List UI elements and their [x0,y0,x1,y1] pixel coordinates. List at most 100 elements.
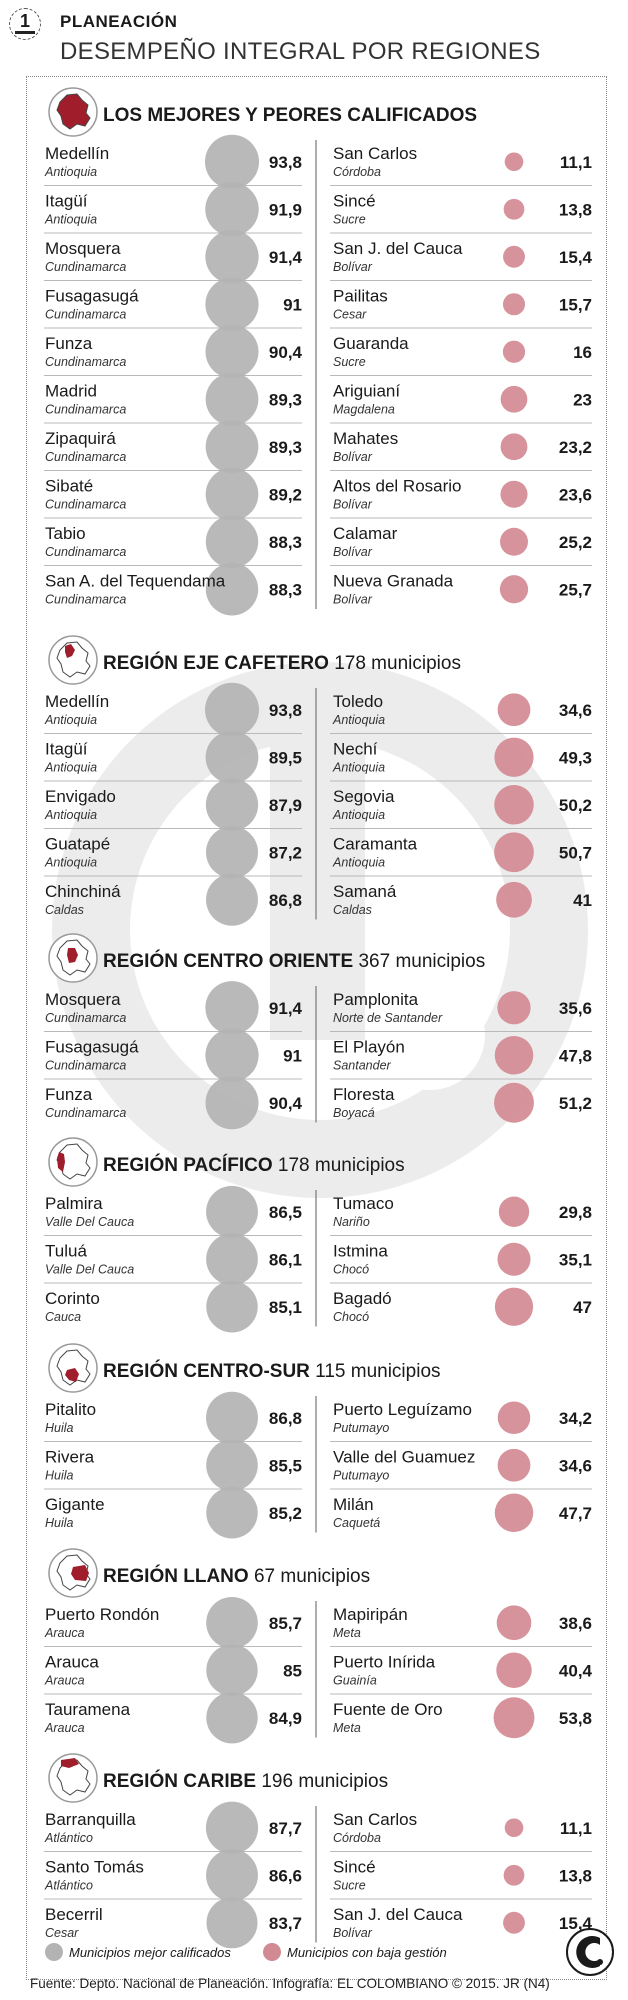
header: 1 PLANEACIÓN DESEMPEÑO INTEGRAL POR REGI… [0,0,628,72]
best-value-label: 91,4 [269,999,303,1018]
municipality-name: Itagüí [45,192,88,211]
worst-value-label: 13,8 [559,201,592,220]
legend-label-worst: Municipios con baja gestión [287,1945,447,1960]
worst-bubble [496,1652,532,1688]
worst-bubble [494,737,534,777]
worst-value-label: 11,1 [560,1819,592,1838]
section-title-text: REGIÓN CENTRO ORIENTE [103,950,353,972]
worst-value-label: 23,6 [559,486,592,505]
worst-bubble [500,527,528,556]
department-name: Caquetá [333,1516,380,1530]
legend-label-best: Municipios mejor calificados [69,1945,231,1960]
worst-value-label: 13,8 [559,1867,592,1886]
best-value-label: 93,8 [269,701,302,720]
best-bubble [205,420,259,474]
municipality-name: Puerto Leguízamo [333,1400,472,1419]
department-name: Atlántico [44,1831,93,1845]
legend-swatch-worst [263,1943,281,1961]
municipality-name: Guaranda [333,334,409,353]
worst-value-label: 15,4 [559,248,593,267]
department-name: Córdoba [333,165,381,179]
best-value-label: 89,3 [269,391,302,410]
municipality-name: Calamar [333,524,398,543]
worst-value-label: 25,2 [559,533,592,552]
worst-bubble [502,293,526,316]
best-bubble [206,1233,258,1286]
worst-bubble [494,1082,534,1123]
section-title-text: REGIÓN PACÍFICO [103,1154,273,1176]
worst-bubble [504,1818,524,1838]
municipality-name: Gigante [45,1495,105,1514]
section-title-text: REGIÓN CARIBE [103,1770,256,1792]
best-value-label: 85,1 [269,1298,302,1317]
section-title: REGIÓN LLANO 67 municipios [103,1565,370,1587]
municipality-name: Floresta [333,1085,395,1104]
best-value-label: 90,4 [269,1094,303,1113]
section-title: LOS MEJORES Y PEORES CALIFICADOS [103,105,477,126]
municipality-name: Tabio [45,524,86,543]
best-bubble [206,873,258,926]
municipality-name: Puerto Rondón [45,1605,159,1624]
department-name: Antioquia [332,713,385,727]
worst-bubble [499,575,529,604]
worst-bubble [493,1697,535,1739]
worst-bubble [500,480,528,508]
department-name: Bolívar [333,260,373,274]
best-value-label: 85,5 [269,1457,302,1476]
department-name: Arauca [44,1626,85,1640]
region-highlight-icon [67,948,78,963]
best-value-label: 85 [283,1662,302,1681]
best-value-label: 91 [283,296,302,315]
best-value-label: 86,1 [269,1251,302,1270]
department-name: Cundinamarca [45,1011,126,1025]
department-name: Huila [45,1516,74,1530]
municipality-name: Istmina [333,1242,388,1261]
department-name: Cundinamarca [45,498,126,512]
department-name: Antioquia [44,808,97,822]
department-name: Sucre [333,213,366,227]
logo-c-shape [576,1936,600,1968]
municipality-name: Envigado [45,787,116,806]
section-title: REGIÓN CENTRO-SUR 115 municipios [103,1360,441,1382]
section-title: REGIÓN CENTRO ORIENTE 367 municipios [103,950,485,972]
best-bubble [205,467,259,521]
department-name: Valle Del Cauca [45,1263,134,1277]
worst-value-label: 34,2 [559,1409,592,1428]
worst-value-label: 16 [573,343,592,362]
municipality-name: Madrid [45,382,97,401]
department-name: Cesar [45,1926,79,1940]
municipality-name: Segovia [333,787,395,806]
best-bubble [205,730,259,784]
best-value-label: 87,9 [269,796,302,815]
best-value-label: 93,8 [269,153,302,172]
department-name: Caldas [45,903,84,917]
best-bubble [206,1644,258,1696]
best-bubble [206,1281,258,1333]
best-bubble [205,134,259,189]
department-name: Chocó [333,1310,369,1324]
colombia-map-icon [56,1349,91,1386]
municipality-name: Samaná [333,882,397,901]
worst-value-label: 34,6 [559,701,592,720]
worst-bubble [503,1911,525,1934]
worst-bubble [494,1035,534,1075]
section-subtitle: 67 municipios [249,1566,370,1587]
worst-bubble [500,433,528,461]
department-name: Valle Del Cauca [45,1215,134,1229]
department-name: Cesar [333,308,367,322]
section-title-text: REGIÓN EJE CAFETERO [103,652,329,674]
best-value-label: 88,3 [269,533,302,552]
department-name: Antioquia [44,856,97,870]
best-bubble [205,981,259,1035]
municipality-name: San Carlos [333,1810,417,1829]
section-subtitle: 178 municipios [273,1155,405,1176]
el-colombiano-logo-icon [566,1928,614,1976]
worst-bubble [503,198,525,220]
department-name: Guainía [333,1674,377,1688]
best-value-label: 91,4 [269,248,303,267]
department-name: Antioquia [44,213,97,227]
department-name: Antioquia [332,856,385,870]
best-value-label: 91,9 [269,201,302,220]
department-name: Cundinamarca [45,1059,126,1073]
best-bubble [206,1897,258,1949]
